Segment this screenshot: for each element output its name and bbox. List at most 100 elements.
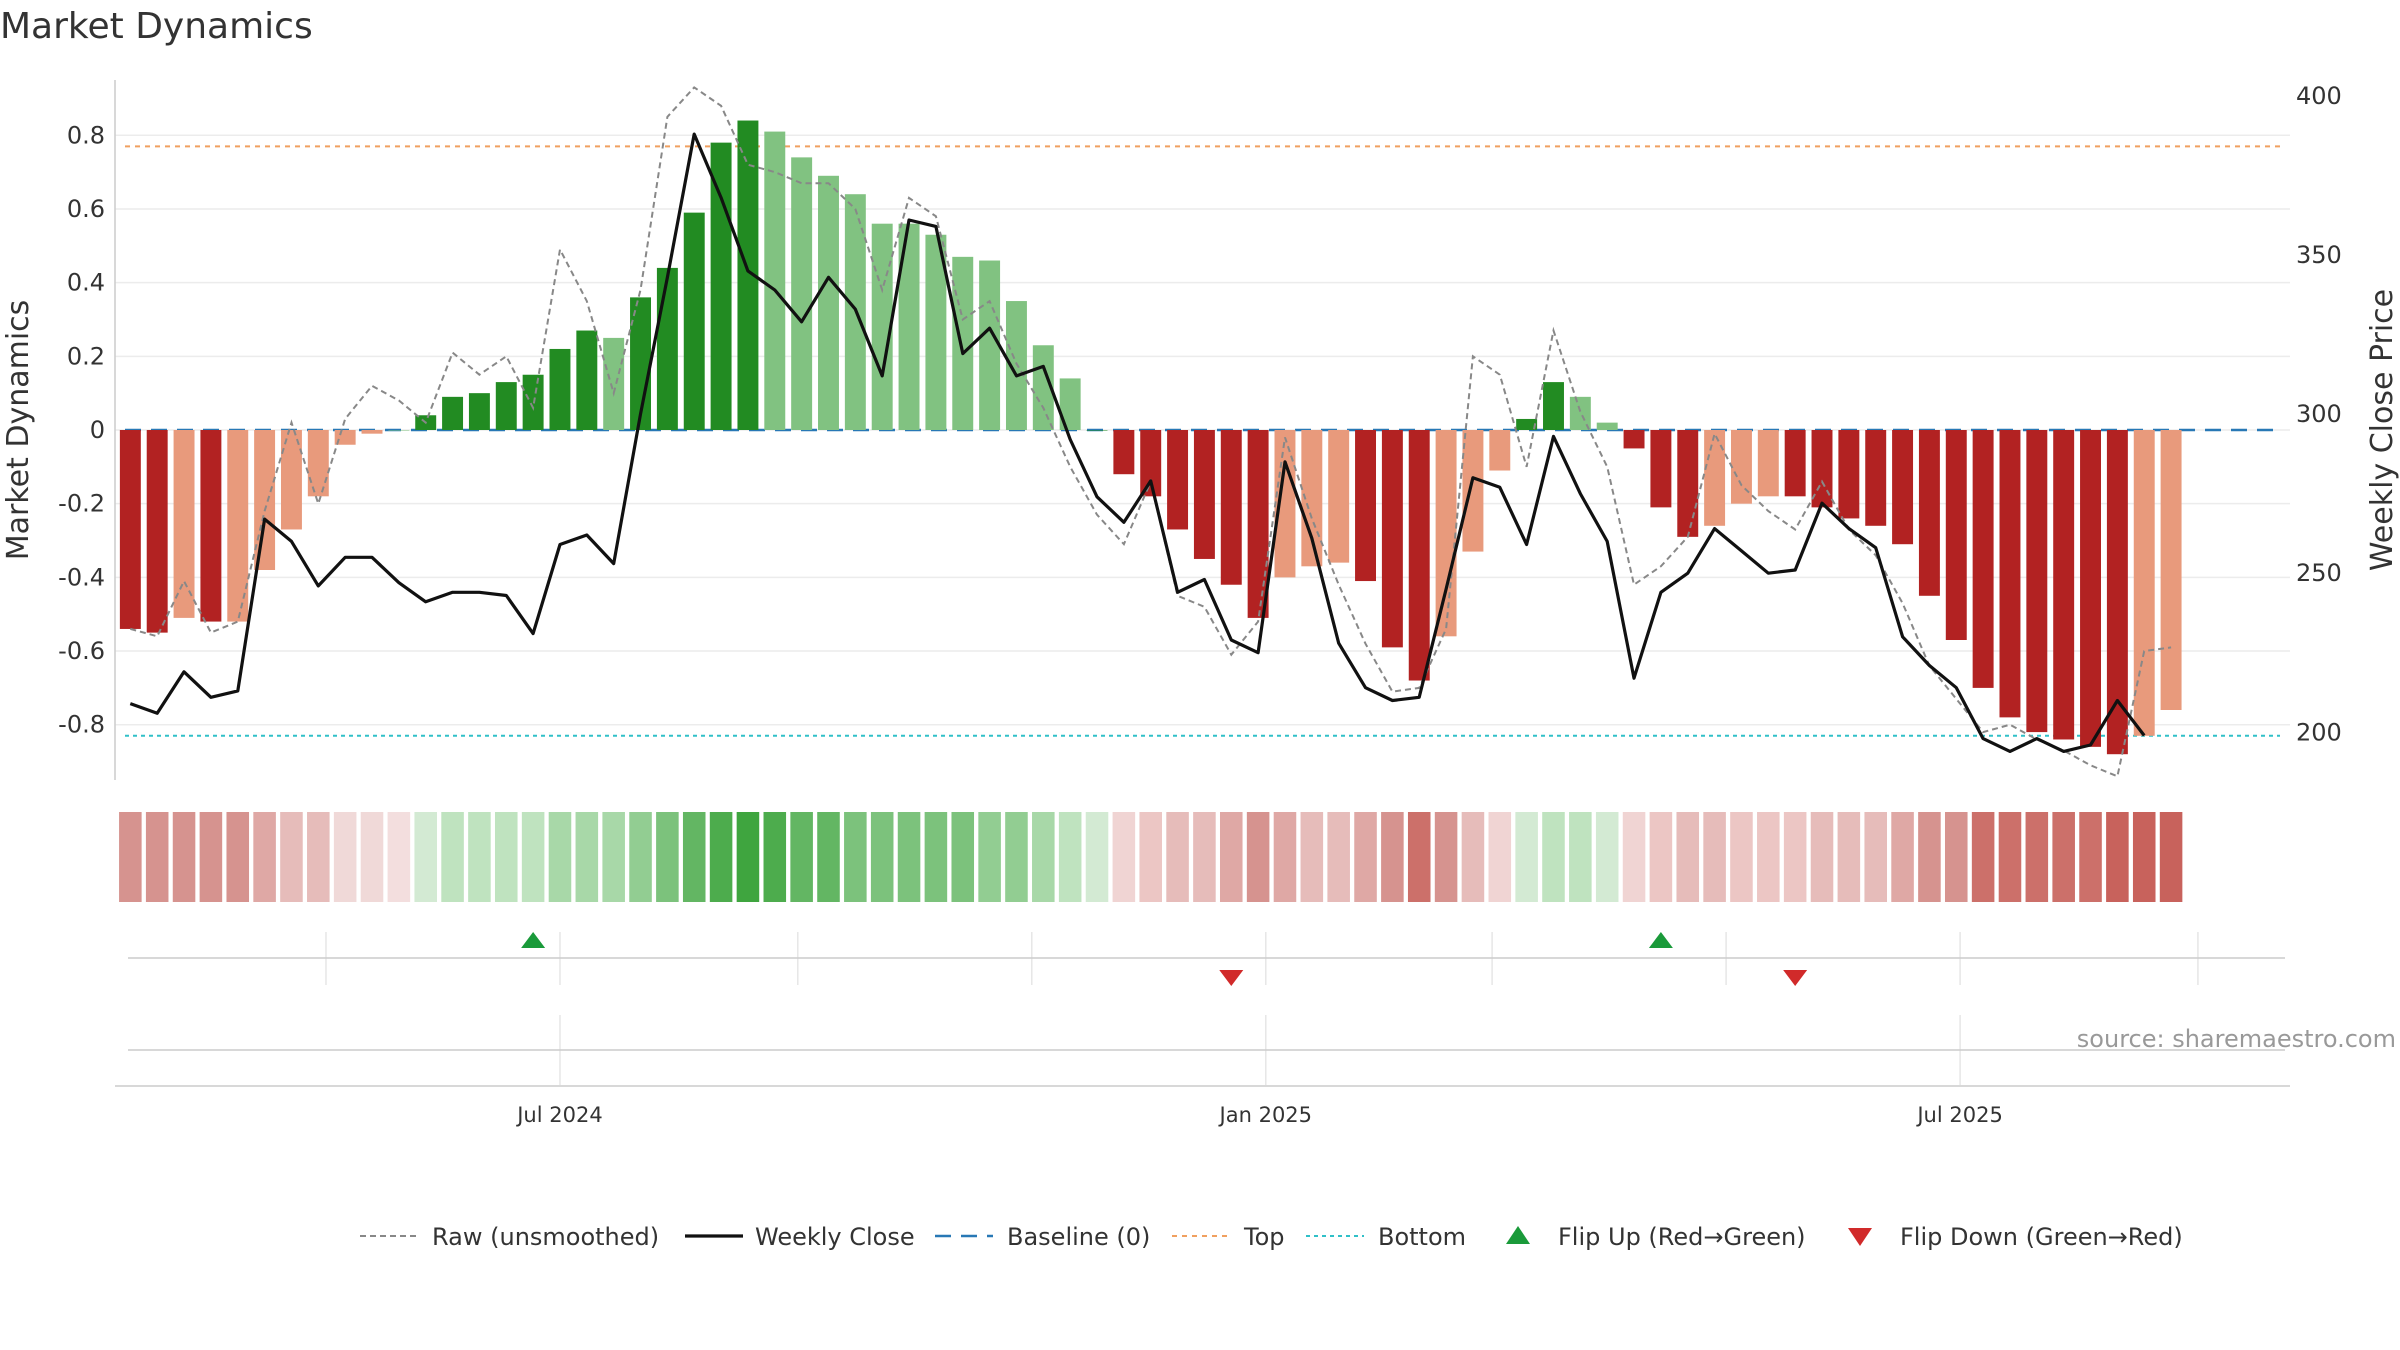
y-tick-label: 0.2 [67, 342, 105, 370]
y-tick-label: 0.6 [67, 195, 105, 223]
legend-bottom-label: Bottom [1378, 1223, 1466, 1251]
regime-cell [736, 812, 760, 902]
regime-cell [226, 812, 250, 902]
dynamics-bar [2080, 430, 2102, 747]
dynamics-bars [119, 120, 2182, 755]
dynamics-bar [791, 157, 813, 431]
dynamics-bar [1032, 345, 1054, 430]
regime-cell [307, 812, 330, 902]
y-tick-label: 0.4 [67, 269, 105, 297]
regime-cell [629, 812, 652, 902]
dynamics-bar [1892, 430, 1914, 545]
dynamics-bar [1462, 430, 1484, 552]
dynamics-bar [737, 120, 759, 431]
dynamics-bar [1650, 430, 1672, 508]
regime-cell [1461, 812, 1485, 902]
dynamics-bar [603, 337, 625, 430]
dynamics-bar [1730, 430, 1752, 504]
dynamics-bar [388, 430, 410, 431]
regime-cell [1273, 812, 1297, 902]
y-tick-label: -0.8 [58, 711, 105, 739]
dynamics-bar [2133, 430, 2155, 736]
legend-raw-label: Raw (unsmoothed) [432, 1223, 659, 1251]
regime-cell [1434, 812, 1458, 902]
dynamics-bar [952, 256, 974, 430]
flip-down-marker [1219, 970, 1244, 986]
chart-title: Market Dynamics [0, 6, 313, 47]
weekly-close-line [129, 132, 2146, 754]
dynamics-bar [2160, 430, 2182, 710]
dynamics-bar [1489, 430, 1511, 471]
legend-flip-up-label: Flip Up (Red→Green) [1558, 1223, 1806, 1251]
regime-cell [1918, 812, 1941, 902]
regime-cell [870, 812, 894, 902]
x-tick-label: Jul 2024 [515, 1103, 602, 1127]
regime-cell [682, 812, 706, 902]
regime-cell [1783, 812, 1807, 902]
y-tick-label: 0 [90, 416, 105, 444]
regime-cell [1649, 812, 1673, 902]
dynamics-bar [818, 175, 839, 430]
regime-cell [790, 812, 813, 902]
regime-cell [1542, 812, 1565, 902]
regime-cell [763, 812, 787, 902]
dynamics-bar [1543, 382, 1564, 430]
price-lines [129, 86, 2172, 778]
dynamics-bar [1865, 430, 1887, 526]
dynamics-bar [549, 348, 571, 430]
y-tick-label: 0.8 [67, 121, 105, 149]
regime-strip [119, 812, 2183, 902]
regime-cell [333, 812, 357, 902]
dynamics-bar [1972, 430, 1994, 688]
legend-baseline-label: Baseline (0) [1007, 1223, 1150, 1251]
regime-cell [951, 812, 975, 902]
regime-cell [1166, 812, 1189, 902]
regime-cell [1595, 812, 1619, 902]
dynamics-bar [495, 382, 517, 430]
y-axis-label: Market Dynamics [1, 300, 36, 561]
regime-cell [709, 812, 733, 902]
regime-cell [119, 812, 142, 902]
regime-cell [1730, 812, 1753, 902]
regime-cell [1944, 812, 1968, 902]
regime-cell [575, 812, 599, 902]
dynamics-bar [1569, 396, 1591, 430]
regime-cell [1891, 812, 1914, 902]
regime-cell [360, 812, 384, 902]
dynamics-bar [280, 430, 302, 530]
regime-cell [253, 812, 276, 902]
regime-cell [2025, 812, 2049, 902]
dynamics-bar [1999, 430, 2021, 718]
regime-cell [1488, 812, 1512, 902]
x-tick-label: Jul 2025 [1915, 1103, 2002, 1127]
regime-cell [1085, 812, 1109, 902]
regime-cell [1407, 812, 1431, 902]
x-tick-label: Jan 2025 [1218, 1103, 1313, 1127]
dynamics-bar [1086, 430, 1108, 431]
dynamics-bar [1435, 430, 1457, 637]
dynamics-bar [1596, 422, 1618, 430]
legend: Raw (unsmoothed) Weekly Close Baseline (0)… [360, 1223, 2183, 1251]
dynamics-bar [468, 393, 490, 430]
regime-cell [1676, 812, 1700, 902]
dynamics-bar [656, 267, 678, 430]
dynamics-bar [119, 430, 141, 629]
regime-cell [1998, 812, 2022, 902]
dynamics-bar [2053, 430, 2075, 740]
dynamics-bar [1757, 430, 1779, 497]
date-axis-panel: Jul 2024 Jan 2025 Jul 2025 [115, 1015, 2290, 1127]
main-axes: -0.8 -0.6 -0.4 -0.2 0 0.2 0.4 0.6 0.8 200 250 300 35… [58, 80, 2342, 780]
legend-top-label: Top [1243, 1223, 1285, 1251]
dynamics-bar [1704, 430, 1726, 526]
dynamics-bar [227, 430, 249, 622]
regime-cell [1703, 812, 1726, 902]
dynamics-bar [925, 234, 947, 430]
regime-cell [1005, 812, 1028, 902]
regime-cell [521, 812, 545, 902]
regime-cell [1354, 812, 1377, 902]
legend-flip-up-swatch [1506, 1226, 1530, 1244]
dynamics-bar [898, 223, 920, 430]
regime-cell [2106, 812, 2129, 902]
regime-cell [1515, 812, 1538, 902]
regime-cell [978, 812, 1001, 902]
